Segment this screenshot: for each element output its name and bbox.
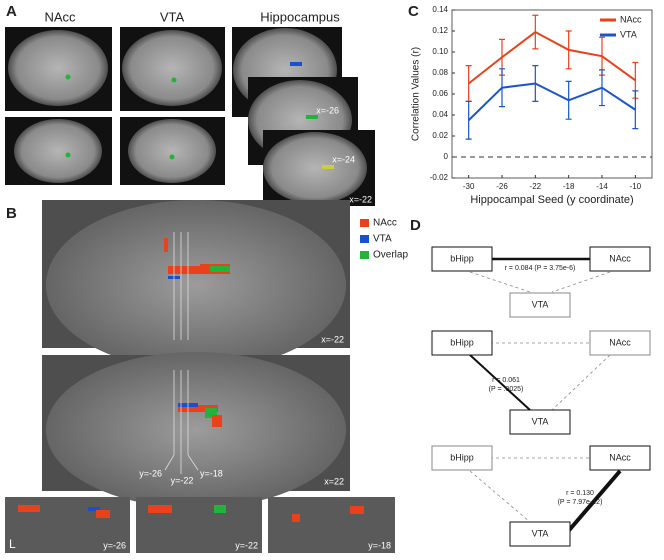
node-box <box>509 521 571 547</box>
y-label: y=-18 <box>200 468 223 478</box>
x-axis-title: Hippocampal Seed (y coordinate) <box>470 194 633 206</box>
series-line <box>468 30 636 85</box>
node-label: bHipp <box>450 452 474 462</box>
y-tick-label: 0 <box>444 152 449 161</box>
node-label: bHipp <box>450 337 474 347</box>
legend-swatch <box>360 235 369 243</box>
node-label: NAcc <box>609 253 631 263</box>
y-axis-title: Correlation Values (r) <box>411 47 422 141</box>
legend-label: NAcc <box>620 14 642 24</box>
node-box <box>509 409 571 435</box>
y-tick-label: 0.06 <box>432 89 448 98</box>
x-tick-label: -22 <box>530 182 542 191</box>
slice-label: x=-22 <box>321 334 344 344</box>
y-tick-label: 0.08 <box>432 68 448 77</box>
diagram-strong-edges <box>469 257 622 537</box>
x-tick-label: -26 <box>496 182 508 191</box>
slice-label: x=-22 <box>349 194 372 204</box>
stat-label: r = 0.130 <box>566 490 594 497</box>
panel-title: Hippocampus <box>260 9 340 24</box>
side-label: L <box>9 537 16 551</box>
node-box <box>589 246 651 272</box>
y-tick-label: 0.12 <box>432 26 448 35</box>
brain-images <box>5 27 375 206</box>
diagram: bHipp NAcc VTA bHipp NAcc VTA bHipp NAcc VTA <box>431 246 651 547</box>
y-tick-label: 0.14 <box>432 5 448 14</box>
slice-label: y=-26 <box>103 540 126 550</box>
stat-label: r = 0.084 (P = 3.75e-6) <box>505 265 576 272</box>
y-label: y=-26 <box>139 468 162 478</box>
node-box <box>589 445 651 471</box>
y-tick-label: 0.04 <box>432 110 448 119</box>
legend-label: NAcc <box>373 218 397 229</box>
series-line <box>467 82 636 121</box>
legend-swatch <box>360 251 369 259</box>
y-tick-label: 0.10 <box>432 47 448 56</box>
legend-label: Overlap <box>373 250 408 261</box>
panel-title: NAcc <box>44 9 76 24</box>
stat-label: r = 0.061 <box>492 377 520 384</box>
slice-label: x=22 <box>324 476 344 486</box>
y-tick-label: 0.02 <box>432 131 448 140</box>
node-label: NAcc <box>609 452 631 462</box>
node-box <box>431 445 493 471</box>
y-tick-label: -0.02 <box>430 173 449 182</box>
panel-label: D <box>410 217 421 234</box>
slice-label: x=-24 <box>332 154 355 164</box>
node-label: VTA <box>532 416 549 426</box>
panel-label: A <box>6 3 17 20</box>
node-label: VTA <box>532 299 549 309</box>
node-label: bHipp <box>450 253 474 263</box>
panel-label: C <box>408 3 419 20</box>
slice-label: y=-22 <box>235 540 258 550</box>
panel-label: B <box>6 205 17 222</box>
node-box <box>589 330 651 356</box>
legend-label: VTA <box>373 234 392 245</box>
node-label: NAcc <box>609 337 631 347</box>
node-box <box>509 292 571 318</box>
node-box <box>431 246 493 272</box>
x-tick-label: -30 <box>463 182 475 191</box>
diagram-edges <box>469 271 611 523</box>
legend-swatch <box>360 219 369 227</box>
x-tick-label: -18 <box>563 182 575 191</box>
stat-label: (P = .0025) <box>489 386 524 393</box>
panel-title: VTA <box>160 9 185 24</box>
node-label: VTA <box>532 528 549 538</box>
node-box <box>431 330 493 356</box>
y-label: y=-22 <box>171 475 194 485</box>
legend-label: VTA <box>620 29 637 39</box>
slice-label: y=-18 <box>368 540 391 550</box>
stat-label: (P = 7.97e-12) <box>558 499 603 506</box>
legend: NAcc VTA Overlap <box>360 218 408 261</box>
x-tick-label: -14 <box>596 182 608 191</box>
chart: -0.02 0 0.02 0.04 0.06 0.08 0.10 0.12 0.14 -30 -26… <box>430 5 653 191</box>
brain-images <box>5 200 395 553</box>
slice-label: x=-26 <box>316 105 339 115</box>
x-tick-label: -10 <box>630 182 642 191</box>
